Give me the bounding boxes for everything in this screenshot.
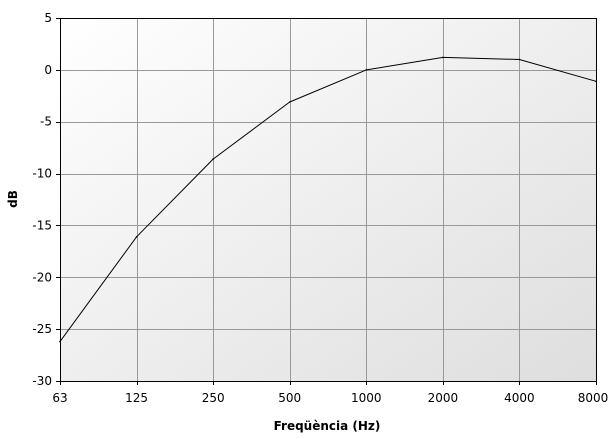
y-tick-label: -20: [32, 270, 52, 284]
x-tick-label: 8000: [578, 391, 609, 405]
series-layer: [59, 56, 597, 343]
x-tick-label: 4000: [504, 391, 535, 405]
x-tick-label: 250: [202, 391, 225, 405]
plot-area: [60, 18, 596, 381]
x-tick-label: 125: [125, 391, 148, 405]
x-axis-title: Freqüència (Hz): [274, 419, 381, 433]
y-tick-label: -15: [32, 218, 52, 232]
y-tick-label: -25: [32, 322, 52, 336]
y-tick-label: 5: [44, 11, 52, 25]
data-point: [595, 80, 597, 83]
data-point: [135, 236, 138, 238]
data-point: [365, 69, 368, 71]
y-tick-label: -5: [40, 115, 52, 129]
x-tick-label: 2000: [428, 391, 459, 405]
y-tick-label: -10: [32, 167, 52, 181]
series-line: [59, 56, 597, 342]
y-tick-label: -30: [32, 374, 52, 388]
data-point: [518, 58, 521, 61]
plot-frame: [60, 18, 597, 382]
y-tick-labels: 5 0 -5 -10 -15 -20 -25 -30: [32, 11, 52, 388]
data-point: [59, 340, 61, 343]
y-axis-title: dB: [6, 190, 20, 208]
y-tick-label: 0: [44, 63, 52, 77]
x-tick-label: 1000: [351, 391, 382, 405]
x-tick-labels: 63 125 250 500 1000 2000 4000 8000: [52, 391, 608, 405]
x-tick-label: 500: [278, 391, 301, 405]
data-point: [442, 56, 444, 59]
data-point: [288, 101, 291, 103]
x-tick-label: 63: [52, 391, 67, 405]
data-point: [212, 158, 214, 160]
